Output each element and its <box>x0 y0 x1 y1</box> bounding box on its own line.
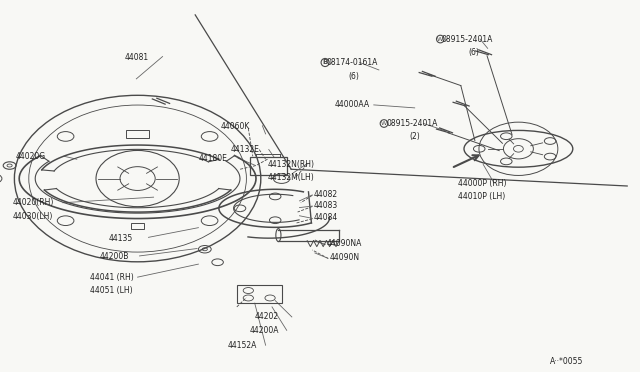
Text: 44000P (RH): 44000P (RH) <box>458 179 506 187</box>
Text: 44135: 44135 <box>109 234 133 243</box>
Text: 44020(RH): 44020(RH) <box>13 198 54 207</box>
Text: 44180E: 44180E <box>198 154 227 163</box>
Text: 44010P (LH): 44010P (LH) <box>458 192 505 201</box>
Text: 44030(LH): 44030(LH) <box>13 212 53 221</box>
Text: B: B <box>323 60 328 65</box>
Text: 08915-2401A: 08915-2401A <box>442 35 493 44</box>
Text: 44200B: 44200B <box>99 252 129 261</box>
Text: 44132E: 44132E <box>230 145 259 154</box>
Text: 44200A: 44200A <box>250 326 279 335</box>
Text: 44083: 44083 <box>314 201 338 210</box>
Text: 44132M(LH): 44132M(LH) <box>268 173 314 182</box>
Text: 08174-0161A: 08174-0161A <box>326 58 378 67</box>
Bar <box>131 223 144 229</box>
Text: 44202: 44202 <box>255 312 279 321</box>
Text: 44020G: 44020G <box>16 152 46 161</box>
Bar <box>237 285 282 303</box>
Text: 44060K: 44060K <box>221 122 250 131</box>
Text: W: W <box>381 121 387 126</box>
Text: 44084: 44084 <box>314 213 338 222</box>
Text: A··*0055: A··*0055 <box>550 357 584 366</box>
Text: (6): (6) <box>468 48 479 57</box>
Text: 44081: 44081 <box>125 53 149 62</box>
Text: 44090NA: 44090NA <box>326 239 362 248</box>
Bar <box>250 157 287 175</box>
Text: 44041 (RH): 44041 (RH) <box>90 273 133 282</box>
Bar <box>126 130 149 138</box>
Text: 08915-2401A: 08915-2401A <box>387 119 438 128</box>
Text: 44132N(RH): 44132N(RH) <box>268 160 314 169</box>
Text: (2): (2) <box>410 132 420 141</box>
Text: 44090N: 44090N <box>330 253 360 262</box>
Text: (6): (6) <box>348 72 359 81</box>
Text: 44152A: 44152A <box>227 341 257 350</box>
Text: 44051 (LH): 44051 (LH) <box>90 286 132 295</box>
Text: 44000AA: 44000AA <box>335 100 370 109</box>
Text: 44082: 44082 <box>314 190 338 199</box>
Text: W: W <box>437 36 444 42</box>
